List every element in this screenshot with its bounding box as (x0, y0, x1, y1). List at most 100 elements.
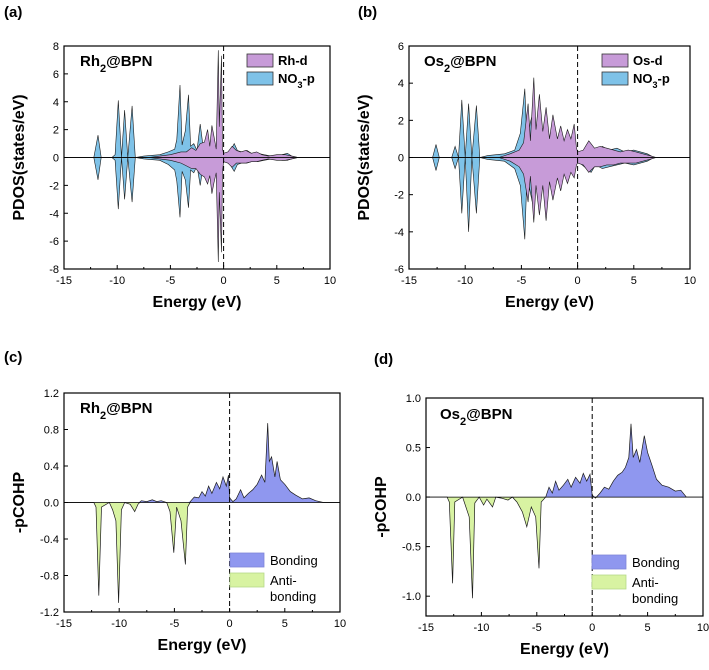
legend-swatch (591, 574, 627, 590)
x-tick-label: 5 (274, 275, 280, 287)
y-tick-label: -2 (49, 180, 59, 192)
x-tick-label: -10 (109, 275, 125, 287)
y-tick-label: 1.2 (44, 388, 59, 400)
legend: Rh-d NO3-p (246, 53, 315, 90)
y-tick-label: 6 (398, 41, 404, 53)
y-axis-label: PDOS(states/eV) (11, 94, 28, 220)
antibonding-area (426, 497, 703, 599)
panel-a: (a) -15 -10 -5 0 5 10 -8 -6 -4 -2 0 2 4 6 8 Energy (eV) P… (4, 4, 336, 311)
y-tick-label: 0.8 (44, 425, 59, 437)
x-tick-label: -10 (457, 275, 473, 287)
legend-label: Anti- (632, 575, 659, 590)
legend-swatch (246, 53, 274, 68)
x-axis-label: Energy (eV) (505, 294, 594, 311)
pdos-area-blue-down (64, 157, 330, 218)
panel-label: (a) (4, 4, 22, 21)
pdos-area-purple-up (409, 77, 690, 158)
x-tick-label: 10 (697, 622, 709, 634)
y-tick-label: -1.0 (402, 591, 421, 603)
y-tick-label: -4 (394, 227, 404, 239)
bonding-area (426, 423, 703, 498)
panel-d: (d) -15 -10 -5 0 5 10 -1.0 -0.5 0.0 0.5 1.0 Energy (… (373, 351, 709, 658)
pdos-area-purple-up (64, 50, 330, 158)
legend: Os-d NO3-p (601, 53, 670, 90)
x-tick-label: 0 (575, 275, 581, 287)
panel-label: (b) (358, 4, 377, 21)
legend-swatch (229, 572, 265, 588)
system-label: Rh2@BPN (80, 400, 152, 422)
legend: Bonding Anti-bonding (591, 554, 680, 606)
x-tick-label: 0 (221, 275, 227, 287)
y-tick-label: 2 (398, 115, 404, 127)
legend-label: Rh-d (278, 53, 308, 68)
system-label: Os2@BPN (424, 53, 496, 75)
x-tick-label: 10 (324, 275, 336, 287)
system-label: Rh2@BPN (80, 53, 152, 75)
x-axis-label: Energy (eV) (158, 637, 247, 654)
x-tick-label: -15 (56, 275, 72, 287)
y-tick-label: -6 (49, 236, 59, 248)
y-tick-label: -8 (49, 264, 59, 276)
y-tick-label: -2 (394, 190, 404, 202)
y-tick-label: 2 (53, 125, 59, 137)
legend-label: bonding (632, 591, 678, 606)
x-tick-label: -15 (418, 622, 434, 634)
x-tick-label: -5 (170, 618, 180, 630)
y-tick-label: 4 (398, 78, 404, 90)
pcohp-line (64, 423, 340, 603)
pdos-area-purple-down (409, 157, 690, 223)
plot-area (64, 50, 330, 263)
x-tick-label: -10 (111, 618, 127, 630)
legend-label: NO3-p (278, 71, 315, 90)
x-tick-label: -5 (532, 622, 542, 634)
y-tick-label: 0.4 (44, 461, 59, 473)
pdos-area-purple-down (64, 157, 330, 263)
legend: Bonding Anti-bonding (229, 552, 318, 604)
y-axis-label: -pCOHP (11, 472, 28, 534)
pdos-area-blue-up (64, 84, 330, 158)
x-tick-label: 0 (589, 622, 595, 634)
y-axis-label: -pCOHP (373, 476, 390, 538)
x-axis-label: Energy (eV) (153, 294, 242, 311)
x-tick-label: 5 (631, 275, 637, 287)
x-tick-label: 0 (227, 618, 233, 630)
x-tick-label: 5 (645, 622, 651, 634)
y-tick-label: 8 (53, 41, 59, 53)
legend-swatch (591, 554, 627, 570)
plot-area (64, 423, 340, 603)
panel-c: (c) -15 -10 -5 0 5 10 -1.2 -0.8 -0.4 0.0 0.4 0.8 1.2 E… (4, 349, 346, 654)
panel-label: (c) (4, 349, 22, 366)
y-tick-label: 0 (398, 153, 404, 165)
legend-swatch (246, 71, 274, 86)
y-tick-label: -1.2 (40, 607, 59, 619)
x-tick-label: -10 (473, 622, 489, 634)
legend-label: NO3-p (633, 71, 670, 90)
legend-swatch (229, 552, 265, 568)
y-tick-label: -4 (49, 208, 59, 220)
x-tick-label: 5 (282, 618, 288, 630)
legend-swatch (601, 53, 629, 68)
y-tick-label: -0.4 (40, 534, 59, 546)
y-tick-label: 0.0 (406, 492, 421, 504)
x-tick-label: 10 (684, 275, 696, 287)
x-axis-label: Energy (eV) (520, 641, 609, 658)
legend-label: bonding (270, 589, 316, 604)
antibonding-area (64, 502, 340, 603)
y-tick-label: 4 (53, 97, 59, 109)
plot-area (426, 423, 703, 599)
y-tick-label: 6 (53, 69, 59, 81)
x-tick-label: -15 (401, 275, 417, 287)
y-axis-label: PDOS(states/eV) (356, 94, 373, 220)
legend-label: Bonding (632, 555, 680, 570)
y-tick-label: 0.5 (406, 443, 421, 455)
y-tick-label: -0.8 (40, 571, 59, 583)
x-tick-label: 10 (334, 618, 346, 630)
x-tick-label: -5 (517, 275, 527, 287)
legend-label: Os-d (633, 53, 663, 68)
y-tick-label: -6 (394, 264, 404, 276)
y-tick-label: 0.0 (44, 498, 59, 510)
legend-label: Anti- (270, 573, 297, 588)
legend-swatch (601, 71, 629, 86)
legend-label: Bonding (270, 553, 318, 568)
